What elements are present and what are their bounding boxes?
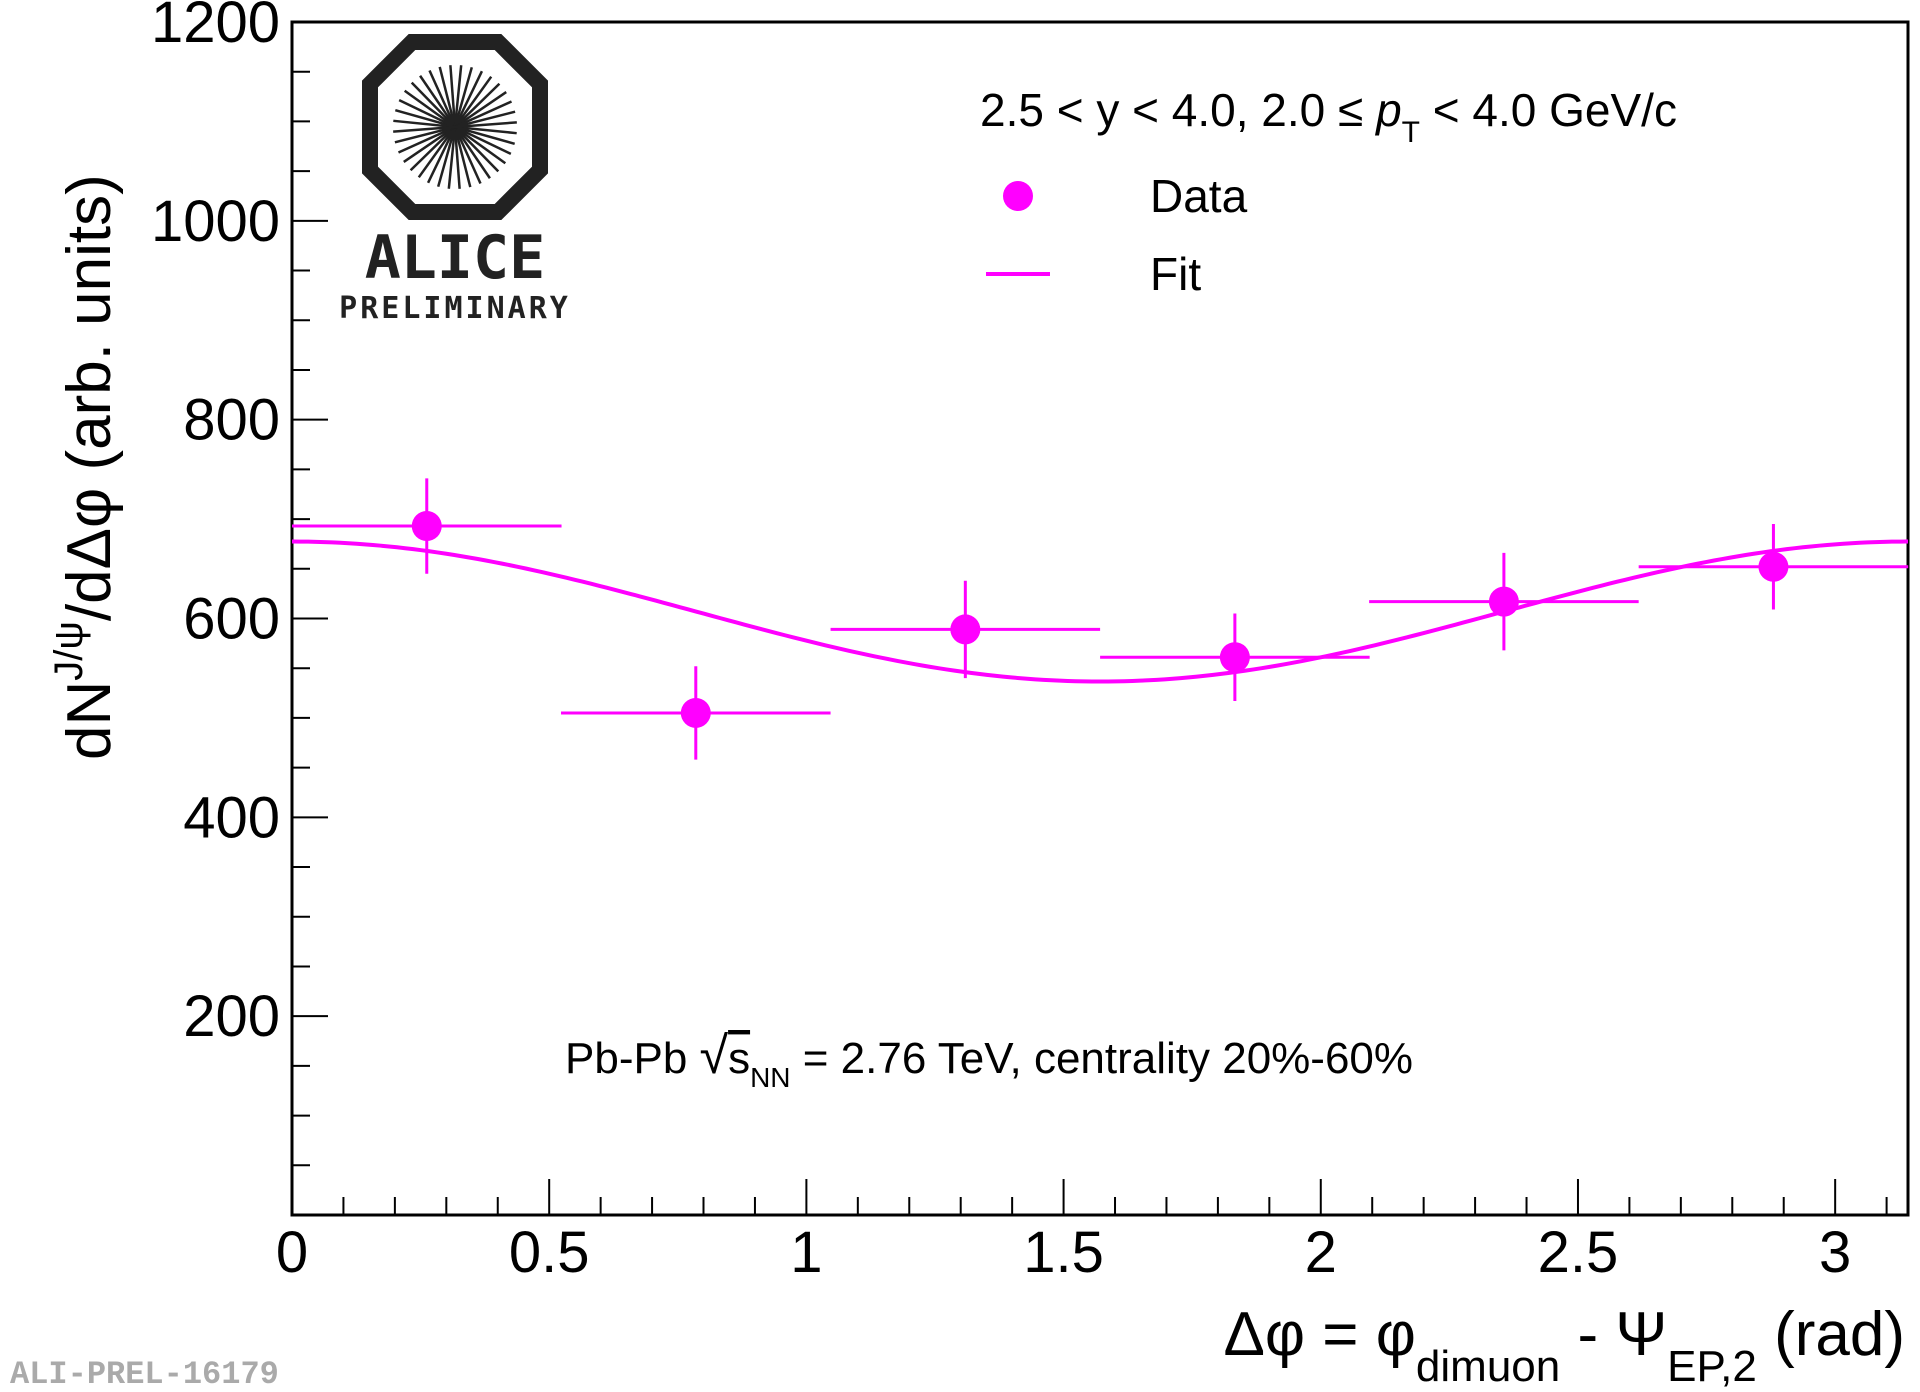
- data-series: [292, 478, 1909, 760]
- data-point: [1638, 524, 1909, 610]
- logo-subtitle: PRELIMINARY: [339, 291, 571, 326]
- x-tick-label: 3: [1819, 1220, 1851, 1285]
- data-point: [830, 580, 1101, 679]
- y-tick-labels: 200 400 600 800 1000 1200: [151, 0, 280, 1049]
- legend-data-label: Data: [1150, 170, 1248, 222]
- x-tick-label: 1.5: [1023, 1220, 1104, 1285]
- data-marker: [1488, 586, 1519, 617]
- logo-name: ALICE: [365, 223, 546, 293]
- x-tick-label: 0.5: [509, 1220, 590, 1285]
- x-tick-label: 2: [1305, 1220, 1337, 1285]
- y-tick-label: 600: [183, 587, 280, 652]
- system-label: Pb-Pb √sNN = 2.76 TeV, centrality 20%-60…: [565, 1027, 1413, 1093]
- y-tick-label: 1000: [151, 189, 280, 254]
- data-marker: [1219, 642, 1250, 673]
- data-marker: [950, 614, 981, 645]
- data-point: [1369, 552, 1639, 651]
- alice-starburst: [393, 65, 517, 189]
- legend-data-marker: [1003, 181, 1033, 211]
- y-tick-label: 200: [183, 984, 280, 1049]
- y-tick-label: 1200: [151, 0, 280, 55]
- y-axis-title: dNJ/ψ/dΔφ (arb. units): [47, 174, 124, 760]
- fit-curve: [291, 539, 1909, 684]
- starburst-ray: [393, 121, 517, 133]
- figure-id: ALI-PREL-16179: [10, 1356, 279, 1392]
- axis-ticks: [291, 21, 1888, 1215]
- y-tick-label: 800: [183, 388, 280, 453]
- data-point: [561, 666, 831, 760]
- data-point: [292, 478, 562, 574]
- alice-octagon: [362, 34, 548, 220]
- kinematics-label: 2.5 < y < 4.0, 2.0 ≤ pT < 4.0 GeV/c: [980, 84, 1677, 149]
- data-marker: [680, 697, 711, 728]
- x-tick-labels: 0 0.5 1 1.5 2 2.5 3: [276, 1220, 1851, 1285]
- y-tick-label: 400: [183, 785, 280, 850]
- data-marker: [1758, 551, 1789, 582]
- x-tick-label: 0: [276, 1220, 308, 1285]
- legend: Data Fit: [986, 170, 1248, 300]
- x-tick-label: 2.5: [1538, 1220, 1619, 1285]
- fit-series: [291, 539, 1909, 684]
- x-tick-label: 1: [790, 1220, 822, 1285]
- alice-logo: ALICE PRELIMINARY: [339, 34, 571, 326]
- legend-fit-label: Fit: [1150, 248, 1201, 300]
- data-point: [1100, 613, 1370, 702]
- x-axis-title: Δφ = φdimuon - ΨEP,2 (rad): [1223, 1300, 1905, 1391]
- data-marker: [411, 511, 442, 542]
